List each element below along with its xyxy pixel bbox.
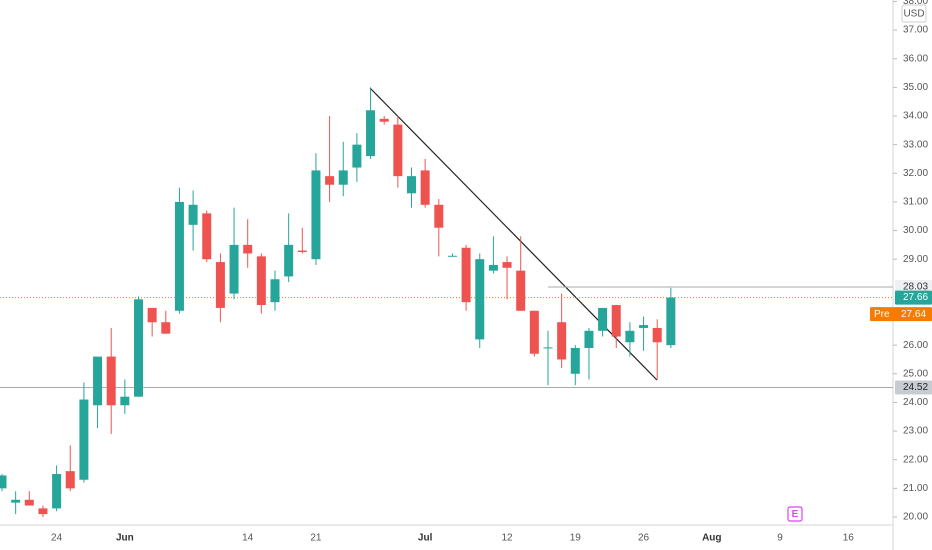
x-tick-label: 14 xyxy=(242,533,254,544)
x-tick-label: 21 xyxy=(310,533,322,544)
y-tick-label: 25.00 xyxy=(903,368,928,379)
candle-body xyxy=(120,396,130,406)
y-tick-label: 24.00 xyxy=(903,397,928,408)
candle-body xyxy=(584,330,594,348)
candle-body xyxy=(24,499,34,506)
level-label-box xyxy=(895,380,932,395)
candle-body xyxy=(625,330,635,343)
y-tick-label: 31.00 xyxy=(903,197,928,208)
candle-body xyxy=(79,399,89,480)
y-tick-label: 30.00 xyxy=(903,225,928,236)
candle-body xyxy=(379,118,389,122)
candle-body xyxy=(93,356,103,406)
candle-body xyxy=(598,307,608,331)
x-tick-label: Jun xyxy=(116,533,134,544)
candle-body xyxy=(297,250,307,253)
level-label: 28.03 xyxy=(903,282,928,293)
candle-body xyxy=(475,259,485,340)
trend-line xyxy=(369,87,658,381)
candle-body xyxy=(229,244,239,294)
candle-body xyxy=(352,144,362,168)
candle-body xyxy=(65,471,75,489)
candle-body xyxy=(188,204,198,225)
candle-body xyxy=(652,327,662,343)
last-price-label-box xyxy=(895,290,932,305)
y-tick-label: 36.00 xyxy=(903,53,928,64)
y-tick-label: 22.00 xyxy=(903,454,928,465)
level-label: 24.52 xyxy=(903,382,928,393)
candle-body xyxy=(611,305,621,337)
x-tick-label: 16 xyxy=(843,533,855,544)
candle-body xyxy=(639,325,649,328)
event-label: E xyxy=(792,509,799,520)
last-price-label: 27.66 xyxy=(903,292,928,303)
candle-body xyxy=(488,264,498,271)
candle-body xyxy=(338,170,348,185)
y-tick-label: 29.00 xyxy=(903,254,928,265)
candle-body xyxy=(147,307,157,323)
premarket-box xyxy=(870,307,932,322)
x-tick-label: 9 xyxy=(777,533,783,544)
candle-body xyxy=(420,170,430,205)
candle-body xyxy=(106,356,116,406)
x-tick-label: Jul xyxy=(418,533,433,544)
candle-body xyxy=(366,110,376,157)
candle-body xyxy=(543,347,553,349)
candle-body xyxy=(52,474,62,509)
candle-body xyxy=(161,322,171,334)
candle-body xyxy=(311,170,321,260)
x-tick-label: 26 xyxy=(638,533,650,544)
candle-body xyxy=(557,322,567,360)
y-tick-label: 38.00 xyxy=(903,0,928,7)
y-tick-label: 34.00 xyxy=(903,111,928,122)
x-tick-label: 24 xyxy=(51,533,63,544)
candle-body xyxy=(434,204,444,228)
y-tick-label: 26.00 xyxy=(903,340,928,351)
candle-body xyxy=(393,124,403,177)
candle-body xyxy=(38,508,48,515)
x-tick-label: 19 xyxy=(570,533,582,544)
candle-body xyxy=(284,244,294,277)
candle-body xyxy=(461,247,471,303)
premarket-tag: Pre xyxy=(874,309,890,320)
y-tick-label: 20.00 xyxy=(903,512,928,523)
candle-body xyxy=(325,176,335,185)
x-tick-label: 12 xyxy=(501,533,513,544)
candle-body xyxy=(447,255,457,257)
candle-body xyxy=(529,310,539,354)
candle-body xyxy=(516,270,526,311)
candle-body xyxy=(407,176,416,194)
candle-body xyxy=(11,499,21,503)
candle-body xyxy=(666,297,676,346)
candle-body xyxy=(256,256,266,306)
candle-body xyxy=(174,201,184,311)
candle-body xyxy=(202,213,212,260)
currency-box xyxy=(901,4,927,23)
y-tick-label: 21.00 xyxy=(903,483,928,494)
candle-body xyxy=(570,347,580,374)
y-tick-label: 32.00 xyxy=(903,168,928,179)
y-tick-label: 33.00 xyxy=(903,139,928,150)
currency: USD xyxy=(903,9,924,20)
x-tick-label: Aug xyxy=(702,533,721,544)
candle-body xyxy=(0,475,7,489)
candle-body xyxy=(243,244,253,254)
y-tick-label: 37.00 xyxy=(903,25,928,36)
y-tick-label: 35.00 xyxy=(903,82,928,93)
y-tick-label: 23.00 xyxy=(903,426,928,437)
event-box xyxy=(787,506,803,522)
level-label-box xyxy=(895,279,932,294)
premarket-label: 27.64 xyxy=(901,309,926,320)
candle-body xyxy=(502,262,512,268)
candle-body xyxy=(270,279,280,303)
candle-body xyxy=(215,262,225,308)
candle-body xyxy=(134,299,143,397)
